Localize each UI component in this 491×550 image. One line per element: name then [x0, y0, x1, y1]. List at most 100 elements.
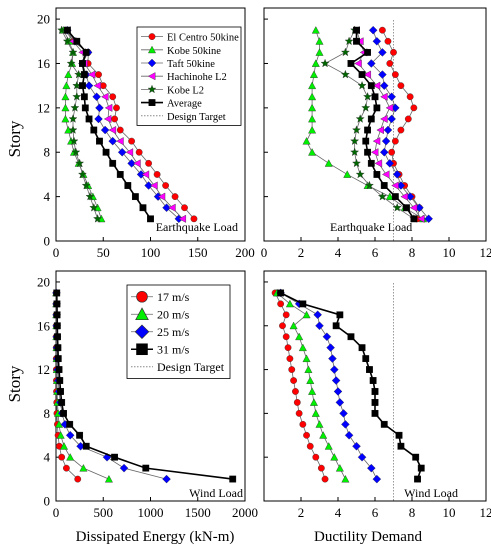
data-point	[385, 103, 394, 112]
data-point	[388, 148, 396, 156]
data-point	[364, 126, 371, 134]
data-point	[94, 114, 103, 124]
data-point	[90, 126, 98, 134]
data-point	[336, 311, 344, 319]
data-point	[111, 115, 118, 123]
x-tick-label: 1000	[138, 505, 164, 520]
series-25-m-s	[276, 288, 382, 484]
legend-swatch-marker	[147, 84, 157, 94]
data-point	[313, 310, 322, 320]
series-line	[280, 292, 423, 480]
y-tick-label: 16	[37, 318, 51, 333]
data-point	[386, 60, 394, 67]
data-point	[343, 170, 352, 178]
data-point	[53, 289, 61, 297]
data-point	[111, 453, 118, 461]
data-point	[295, 409, 303, 417]
data-point	[387, 114, 396, 124]
data-point	[358, 344, 366, 352]
data-point	[162, 203, 171, 212]
data-point	[315, 37, 324, 45]
y-tick-label: 8	[44, 145, 51, 160]
data-point	[391, 181, 399, 190]
data-point	[324, 442, 333, 450]
series-line	[280, 292, 378, 480]
data-point	[390, 48, 397, 56]
legend-label: 25 m/s	[157, 325, 190, 339]
chart-panel-eq-ductility: 0 2 4 6 8 10 12 Earthquake Load	[261, 7, 491, 260]
legend-label: 20 m/s	[157, 307, 190, 321]
data-point	[290, 377, 297, 384]
data-point	[93, 81, 101, 90]
data-point	[54, 420, 64, 428]
data-point	[109, 93, 117, 101]
y-tick-label: 4	[44, 189, 51, 204]
data-point	[295, 332, 304, 341]
data-point	[62, 464, 70, 472]
data-point	[308, 81, 317, 90]
data-point	[82, 442, 90, 450]
data-point	[139, 204, 147, 212]
data-point	[87, 70, 96, 79]
data-point	[153, 171, 161, 178]
data-point	[366, 366, 373, 373]
y-tick-label: 20	[37, 274, 50, 289]
data-point	[54, 355, 62, 363]
y-tick-label: 8	[44, 406, 51, 421]
data-point	[292, 388, 299, 395]
x-tick-label: 50	[97, 245, 110, 260]
data-point	[347, 333, 355, 341]
data-point	[341, 420, 350, 429]
chart-panel-wind-ductility: 2 4 6 8 10 12 Wind Load	[263, 270, 491, 520]
x-tick-label: 4	[335, 505, 342, 520]
data-point	[53, 300, 61, 308]
data-point	[309, 70, 318, 78]
x-axis-label-ductility: Ductility Demand	[314, 529, 422, 545]
x-tick-label: 200	[235, 245, 255, 260]
data-point	[109, 159, 117, 167]
data-point	[181, 204, 188, 212]
data-point	[302, 354, 311, 363]
data-point	[92, 92, 101, 102]
data-point	[424, 214, 433, 224]
data-point	[282, 311, 290, 319]
data-point	[79, 82, 86, 90]
chart-panel-eq-energy: 0 50 100 150 200 0 4 8 12 16 20 Earthquake Load El C…	[37, 7, 255, 260]
data-point	[391, 137, 399, 145]
data-point	[380, 420, 388, 428]
data-point	[66, 420, 74, 428]
x-axis-label-energy: Dissipated Energy (kN-m)	[76, 529, 235, 545]
data-point	[103, 114, 112, 123]
x-tick-label: 4	[335, 245, 342, 260]
x-tick-label: 150	[188, 245, 208, 260]
legend-label: Average	[167, 99, 202, 110]
data-point	[144, 181, 153, 190]
data-point	[356, 37, 364, 46]
data-point	[404, 115, 412, 123]
data-point	[372, 37, 382, 46]
data-point	[353, 26, 360, 34]
x-tick-label: 6	[372, 245, 379, 260]
data-point	[335, 398, 345, 407]
data-point	[406, 93, 414, 101]
series-kobe-50kine	[59, 26, 106, 223]
data-point	[81, 180, 91, 190]
data-point	[363, 91, 373, 101]
data-point	[397, 442, 405, 450]
data-point	[410, 104, 418, 112]
data-point	[113, 104, 120, 112]
data-point	[417, 214, 425, 223]
x-tick-label: 12	[480, 505, 491, 520]
load-annotation: Earthquake Load	[330, 220, 412, 234]
data-point	[108, 126, 117, 135]
data-point	[378, 48, 387, 57]
series-20-m-s	[272, 288, 350, 483]
data-point	[326, 343, 335, 352]
data-point	[93, 214, 103, 223]
data-point	[353, 37, 360, 45]
data-point	[141, 170, 150, 179]
y-tick-label: 20	[37, 12, 50, 27]
series-17-m-s	[271, 289, 329, 483]
x-tick-label: 10	[443, 245, 456, 260]
